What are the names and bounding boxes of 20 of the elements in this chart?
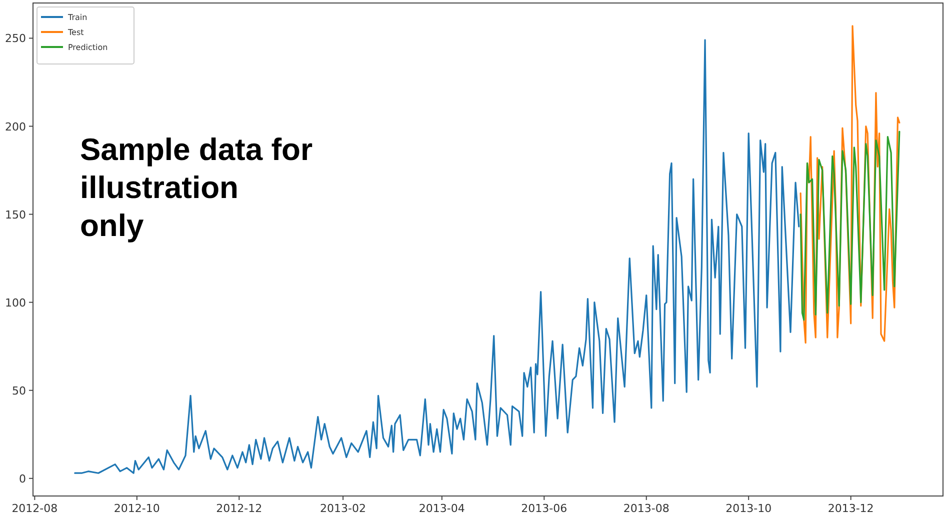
y-tick-label: 150 [5,208,26,222]
x-tick-label: 2012-10 [114,502,160,515]
x-tick-label: 2012-12 [216,502,262,515]
x-tick-label: 2013-08 [623,502,670,515]
y-tick-label: 250 [5,32,26,46]
y-tick-label: 200 [5,120,26,134]
legend-label: Prediction [68,43,108,52]
legend-label: Test [67,28,84,37]
annotation: Sample data for illustration only [80,132,313,243]
legend-label: Train [67,13,88,22]
line-series [800,130,900,321]
x-tick-label: 2013-12 [828,502,874,515]
x-tick-label: 2013-04 [418,502,465,515]
x-tick-label: 2013-10 [726,502,772,515]
y-tick-label: 100 [5,296,26,310]
x-tick-label: 2013-06 [521,502,568,515]
x-tick-label: 2013-02 [320,502,366,515]
y-tick-label: 0 [19,472,26,486]
y-tick-label: 50 [12,384,26,398]
x-tick-label: 2012-08 [12,502,58,515]
